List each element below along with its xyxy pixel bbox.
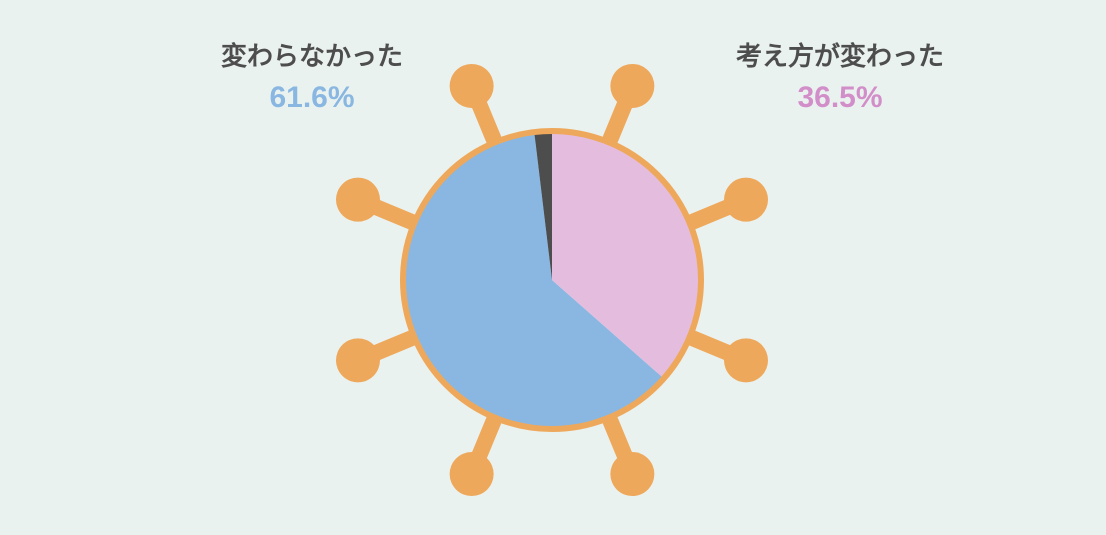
label-unchanged: 変わらなかった 61.6%: [182, 36, 442, 115]
label-changed-pct: 36.5%: [700, 81, 980, 115]
label-changed: 考え方が変わった 36.5%: [700, 36, 980, 115]
chart-canvas: 変わらなかった 61.6% 考え方が変わった 36.5%: [0, 0, 1106, 535]
label-unchanged-text: 変わらなかった: [182, 36, 442, 73]
label-unchanged-pct: 61.6%: [182, 81, 442, 115]
label-changed-text: 考え方が変わった: [700, 36, 980, 73]
